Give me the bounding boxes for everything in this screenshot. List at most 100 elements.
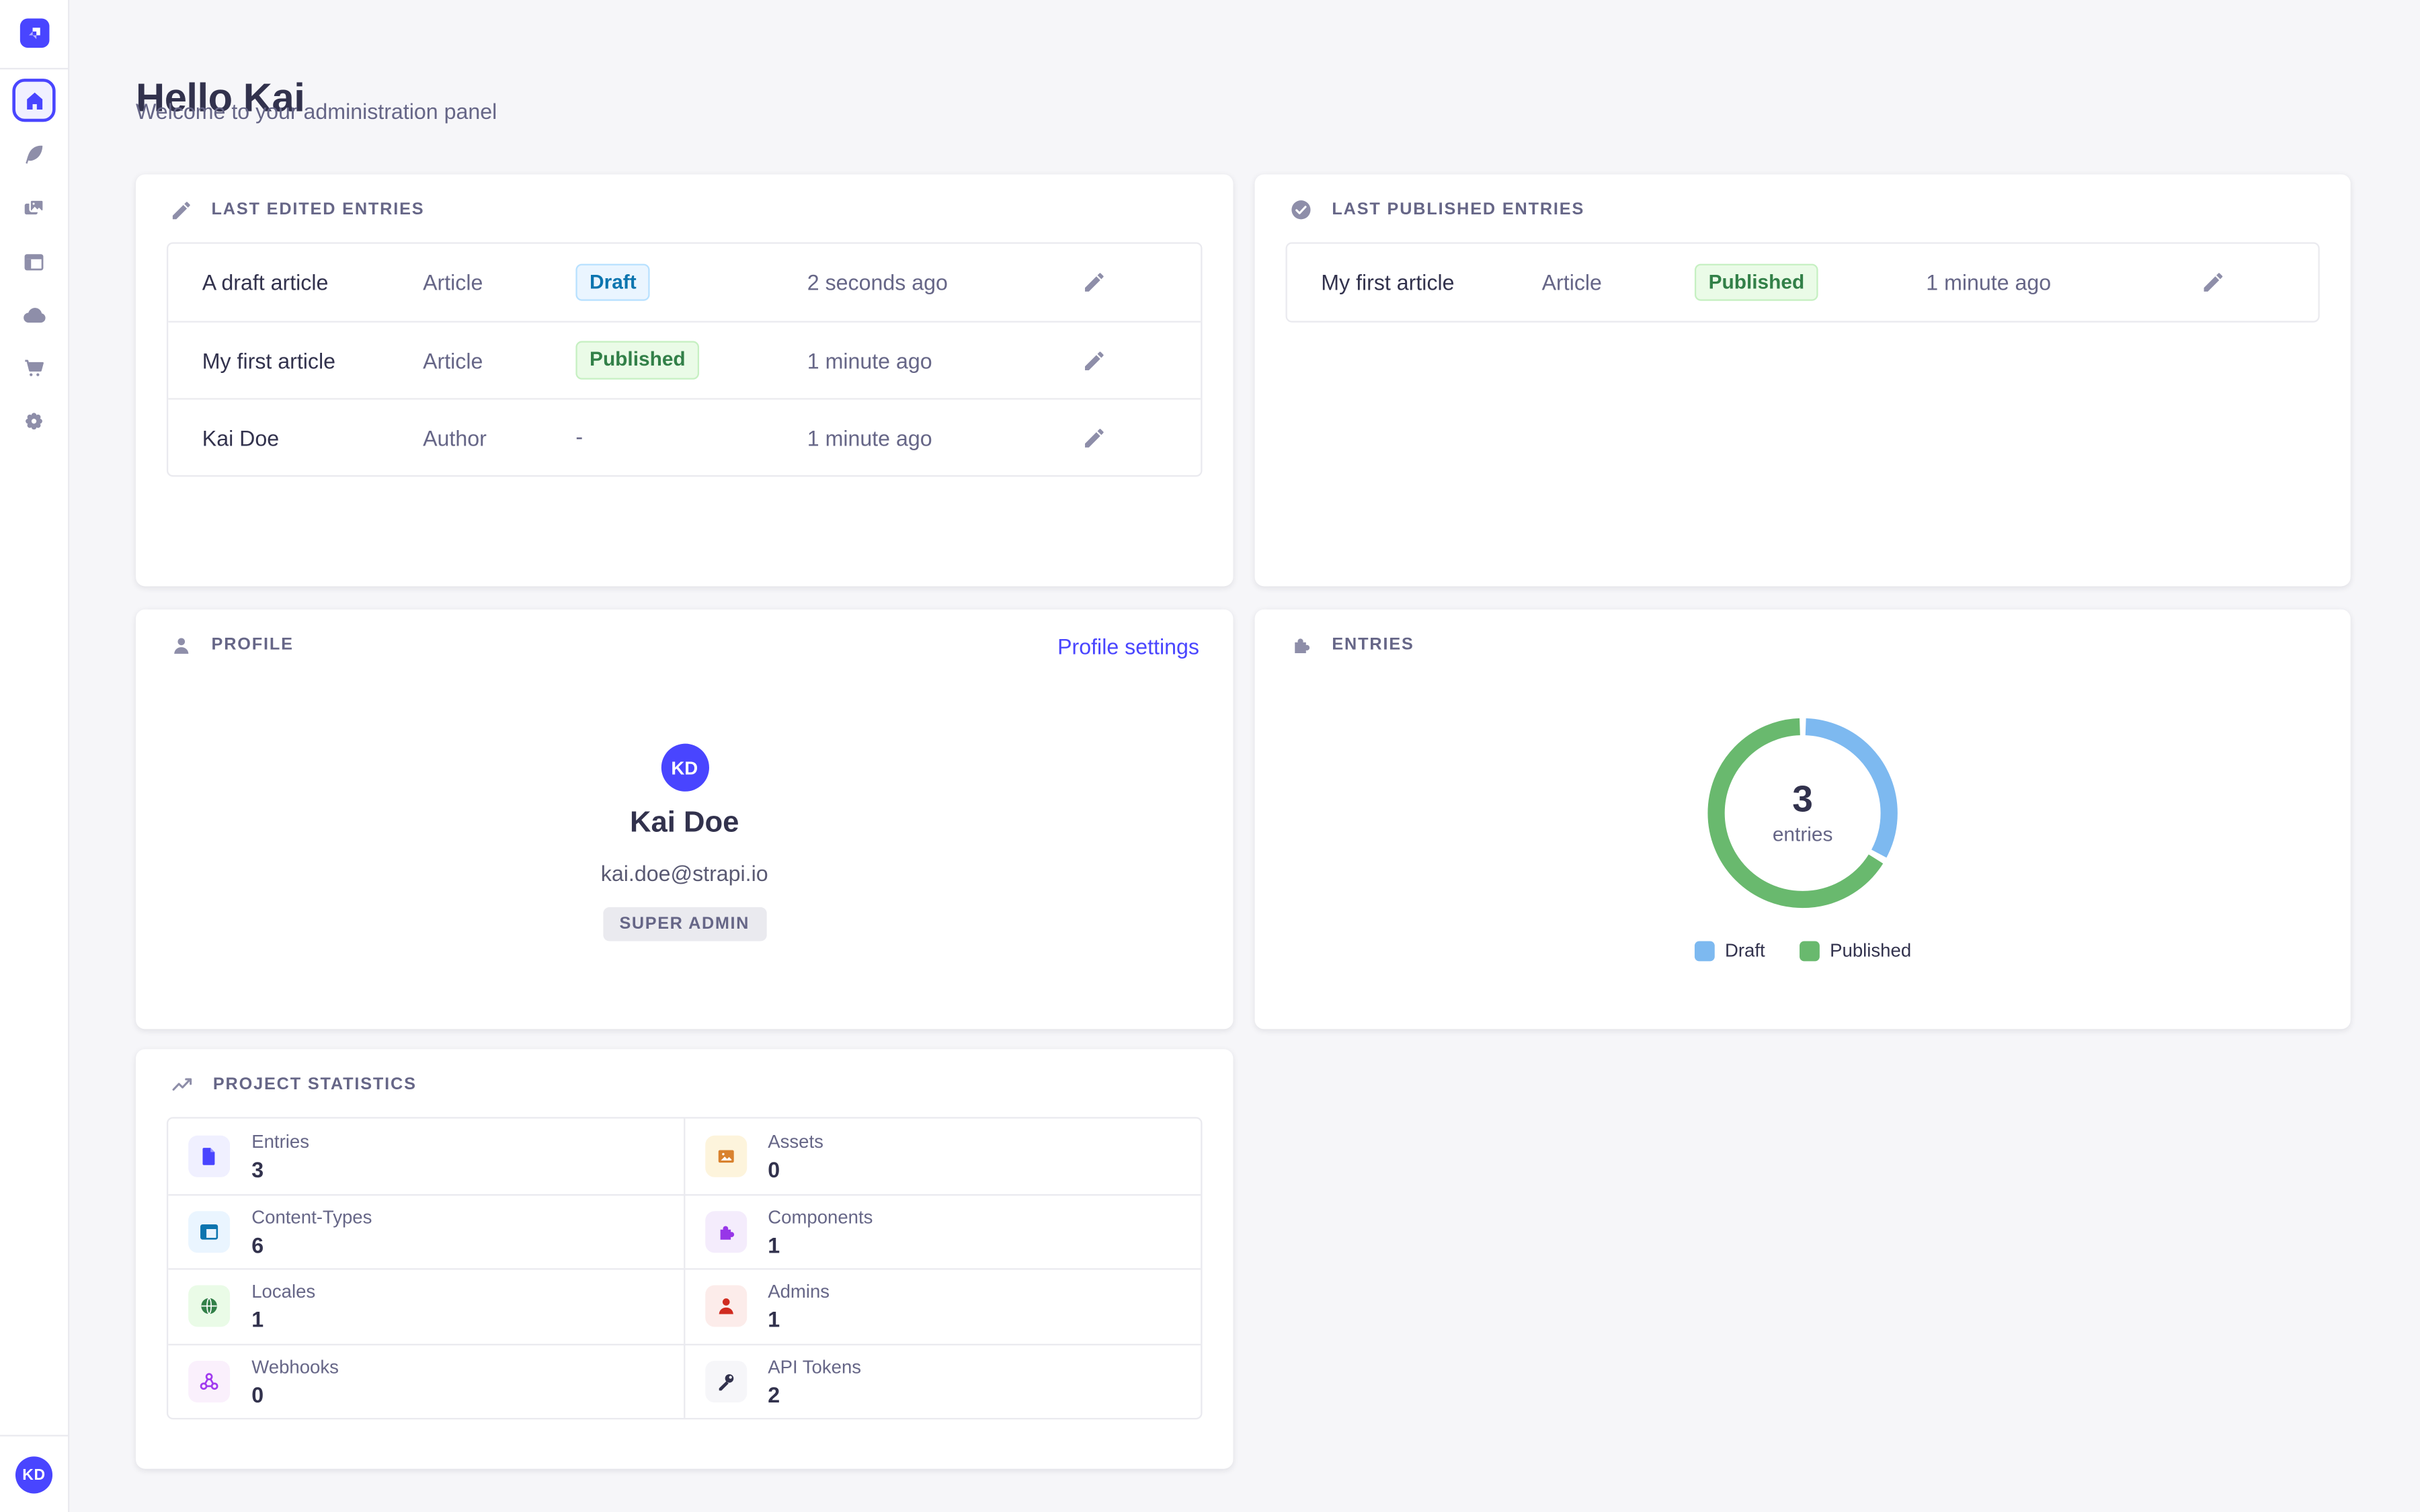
legend-swatch <box>1694 940 1714 961</box>
stat-assets: Assets 0 <box>684 1119 1201 1193</box>
sidebar-item-cloud[interactable] <box>0 295 68 335</box>
edit-pencil-icon[interactable] <box>1082 348 1106 373</box>
entry-name: My first article <box>202 347 336 373</box>
table-row[interactable]: My first article Article Published 1 min… <box>168 321 1201 398</box>
profile-settings-link[interactable]: Profile settings <box>1057 634 1199 659</box>
page-title: Hello Kai <box>136 75 305 122</box>
stat-label: Components <box>768 1206 873 1228</box>
edit-pencil-icon[interactable] <box>1082 270 1106 295</box>
entry-name: Kai Doe <box>202 425 280 450</box>
user-avatar[interactable]: KD <box>15 1456 53 1494</box>
entry-type: Article <box>1541 269 1602 295</box>
stat-admins: Admins 1 <box>684 1268 1201 1343</box>
stat-api-tokens: API Tokens 2 <box>684 1343 1201 1418</box>
donut-segment-published <box>1707 718 1898 909</box>
role-badge: SUPER ADMIN <box>602 907 767 941</box>
user-icon <box>704 1286 747 1328</box>
key-icon <box>704 1360 747 1402</box>
entries-chart-card: ENTRIES 3 entries Draft Published <box>1254 609 2351 1030</box>
card-title: PROFILE <box>211 635 294 655</box>
sidebar-divider-bottom <box>0 1435 69 1437</box>
page-subtitle: Welcome to your administration panel <box>136 98 497 124</box>
sidebar-item-settings[interactable] <box>0 401 68 442</box>
table-row[interactable]: Kai Doe Author - 1 minute ago <box>168 398 1201 475</box>
card-title: LAST PUBLISHED ENTRIES <box>1332 200 1585 220</box>
stat-value: 0 <box>768 1157 780 1182</box>
last-published-entries-card: LAST PUBLISHED ENTRIES My first article … <box>1254 174 2351 587</box>
stat-value: 1 <box>251 1307 264 1332</box>
legend-item-published: Published <box>1799 939 1911 961</box>
file-icon <box>188 1135 231 1177</box>
stat-label: Admins <box>768 1281 830 1303</box>
entry-name: My first article <box>1321 269 1455 295</box>
card-header: PROFILE <box>170 630 294 661</box>
card-title: PROJECT STATISTICS <box>212 1075 417 1094</box>
stat-webhooks: Webhooks 0 <box>168 1343 685 1418</box>
donut-total: 3 <box>1792 779 1813 821</box>
strapi-logo-glyph <box>28 28 40 40</box>
cart-icon <box>22 356 46 381</box>
layout-icon <box>22 250 46 275</box>
entry-time: 1 minute ago <box>807 425 932 450</box>
status-empty: - <box>575 423 583 448</box>
edit-pencil-icon[interactable] <box>1082 425 1106 450</box>
card-header: ENTRIES <box>1289 630 1414 661</box>
stat-locales: Locales 1 <box>168 1268 685 1343</box>
profile-email: kai.doe@strapi.io <box>600 861 768 886</box>
sidebar: KD <box>0 0 70 1512</box>
donut-svg <box>1707 718 1898 909</box>
strapi-logo[interactable] <box>19 18 50 48</box>
entry-name: A draft article <box>202 269 329 295</box>
stat-value: 3 <box>251 1157 264 1182</box>
card-title: LAST EDITED ENTRIES <box>211 200 425 220</box>
last-edited-table: A draft article Article Draft 2 seconds … <box>166 242 1203 477</box>
layout-icon <box>188 1210 231 1253</box>
stats-grid: Entries 3 Assets 0 Content-Types 6 Componen… <box>166 1117 1203 1420</box>
status-badge: Published <box>575 341 700 379</box>
picture-icon <box>704 1135 747 1177</box>
profile-card: PROFILE Profile settings KD Kai Doe kai.… <box>136 609 1234 1030</box>
entry-time: 1 minute ago <box>807 347 932 373</box>
webhook-icon <box>188 1360 231 1402</box>
stat-label: API Tokens <box>768 1355 862 1378</box>
trending-up-icon <box>170 1073 195 1097</box>
stat-label: Webhooks <box>251 1355 339 1378</box>
sidebar-item-home[interactable] <box>12 79 56 122</box>
stat-label: Locales <box>251 1281 316 1303</box>
last-published-table: My first article Article Published 1 min… <box>1285 242 2320 323</box>
puzzle-icon <box>1289 632 1314 657</box>
donut-segment-draft <box>1707 718 1898 909</box>
stat-entries: Entries 3 <box>168 1118 685 1193</box>
cloud-icon <box>21 302 47 328</box>
card-header: LAST PUBLISHED ENTRIES <box>1289 194 1584 225</box>
stat-value: 1 <box>768 1232 780 1257</box>
chart-legend: Draft Published <box>1255 939 2351 961</box>
sidebar-item-media-library[interactable] <box>0 188 68 228</box>
stat-label: Assets <box>768 1130 823 1152</box>
user-icon <box>170 633 193 656</box>
table-row[interactable]: A draft article Article Draft 2 seconds … <box>168 244 1201 321</box>
last-edited-entries-card: LAST EDITED ENTRIES A draft article Arti… <box>136 174 1234 587</box>
gear-icon <box>22 409 46 433</box>
table-row[interactable]: My first article Article Published 1 min… <box>1287 244 2318 321</box>
entry-type: Article <box>423 347 483 373</box>
donut-center: 3 entries <box>1707 718 1898 909</box>
stat-value: 2 <box>768 1382 780 1407</box>
entries-donut-chart: 3 entries <box>1707 718 1898 909</box>
stat-components: Components 1 <box>684 1193 1201 1268</box>
sidebar-item-content-manager[interactable] <box>0 134 68 175</box>
check-circle-icon <box>1289 198 1314 222</box>
home-icon <box>22 89 45 112</box>
entry-type: Article <box>423 269 483 295</box>
sidebar-item-marketplace[interactable] <box>0 349 68 389</box>
legend-swatch <box>1799 940 1820 961</box>
profile-avatar: KD <box>660 743 709 792</box>
card-header: LAST EDITED ENTRIES <box>170 194 425 225</box>
sidebar-divider <box>0 68 69 70</box>
card-header: PROJECT STATISTICS <box>170 1069 417 1100</box>
stat-value: 0 <box>251 1382 264 1407</box>
edit-pencil-icon[interactable] <box>2201 270 2226 295</box>
sidebar-item-content-type-builder[interactable] <box>0 242 68 282</box>
stat-label: Content-Types <box>251 1206 372 1228</box>
